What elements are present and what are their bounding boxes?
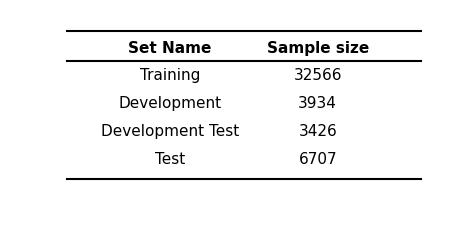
Text: Sample size: Sample size [267,40,369,55]
Text: Development Test: Development Test [101,124,239,138]
Text: 3426: 3426 [298,124,337,138]
Text: Set Name: Set Name [129,40,212,55]
Text: 32566: 32566 [294,68,342,83]
Text: Test: Test [155,151,185,166]
Text: 6707: 6707 [298,151,337,166]
Text: Training: Training [140,68,200,83]
Text: Development: Development [119,96,222,111]
Text: 3934: 3934 [298,96,337,111]
